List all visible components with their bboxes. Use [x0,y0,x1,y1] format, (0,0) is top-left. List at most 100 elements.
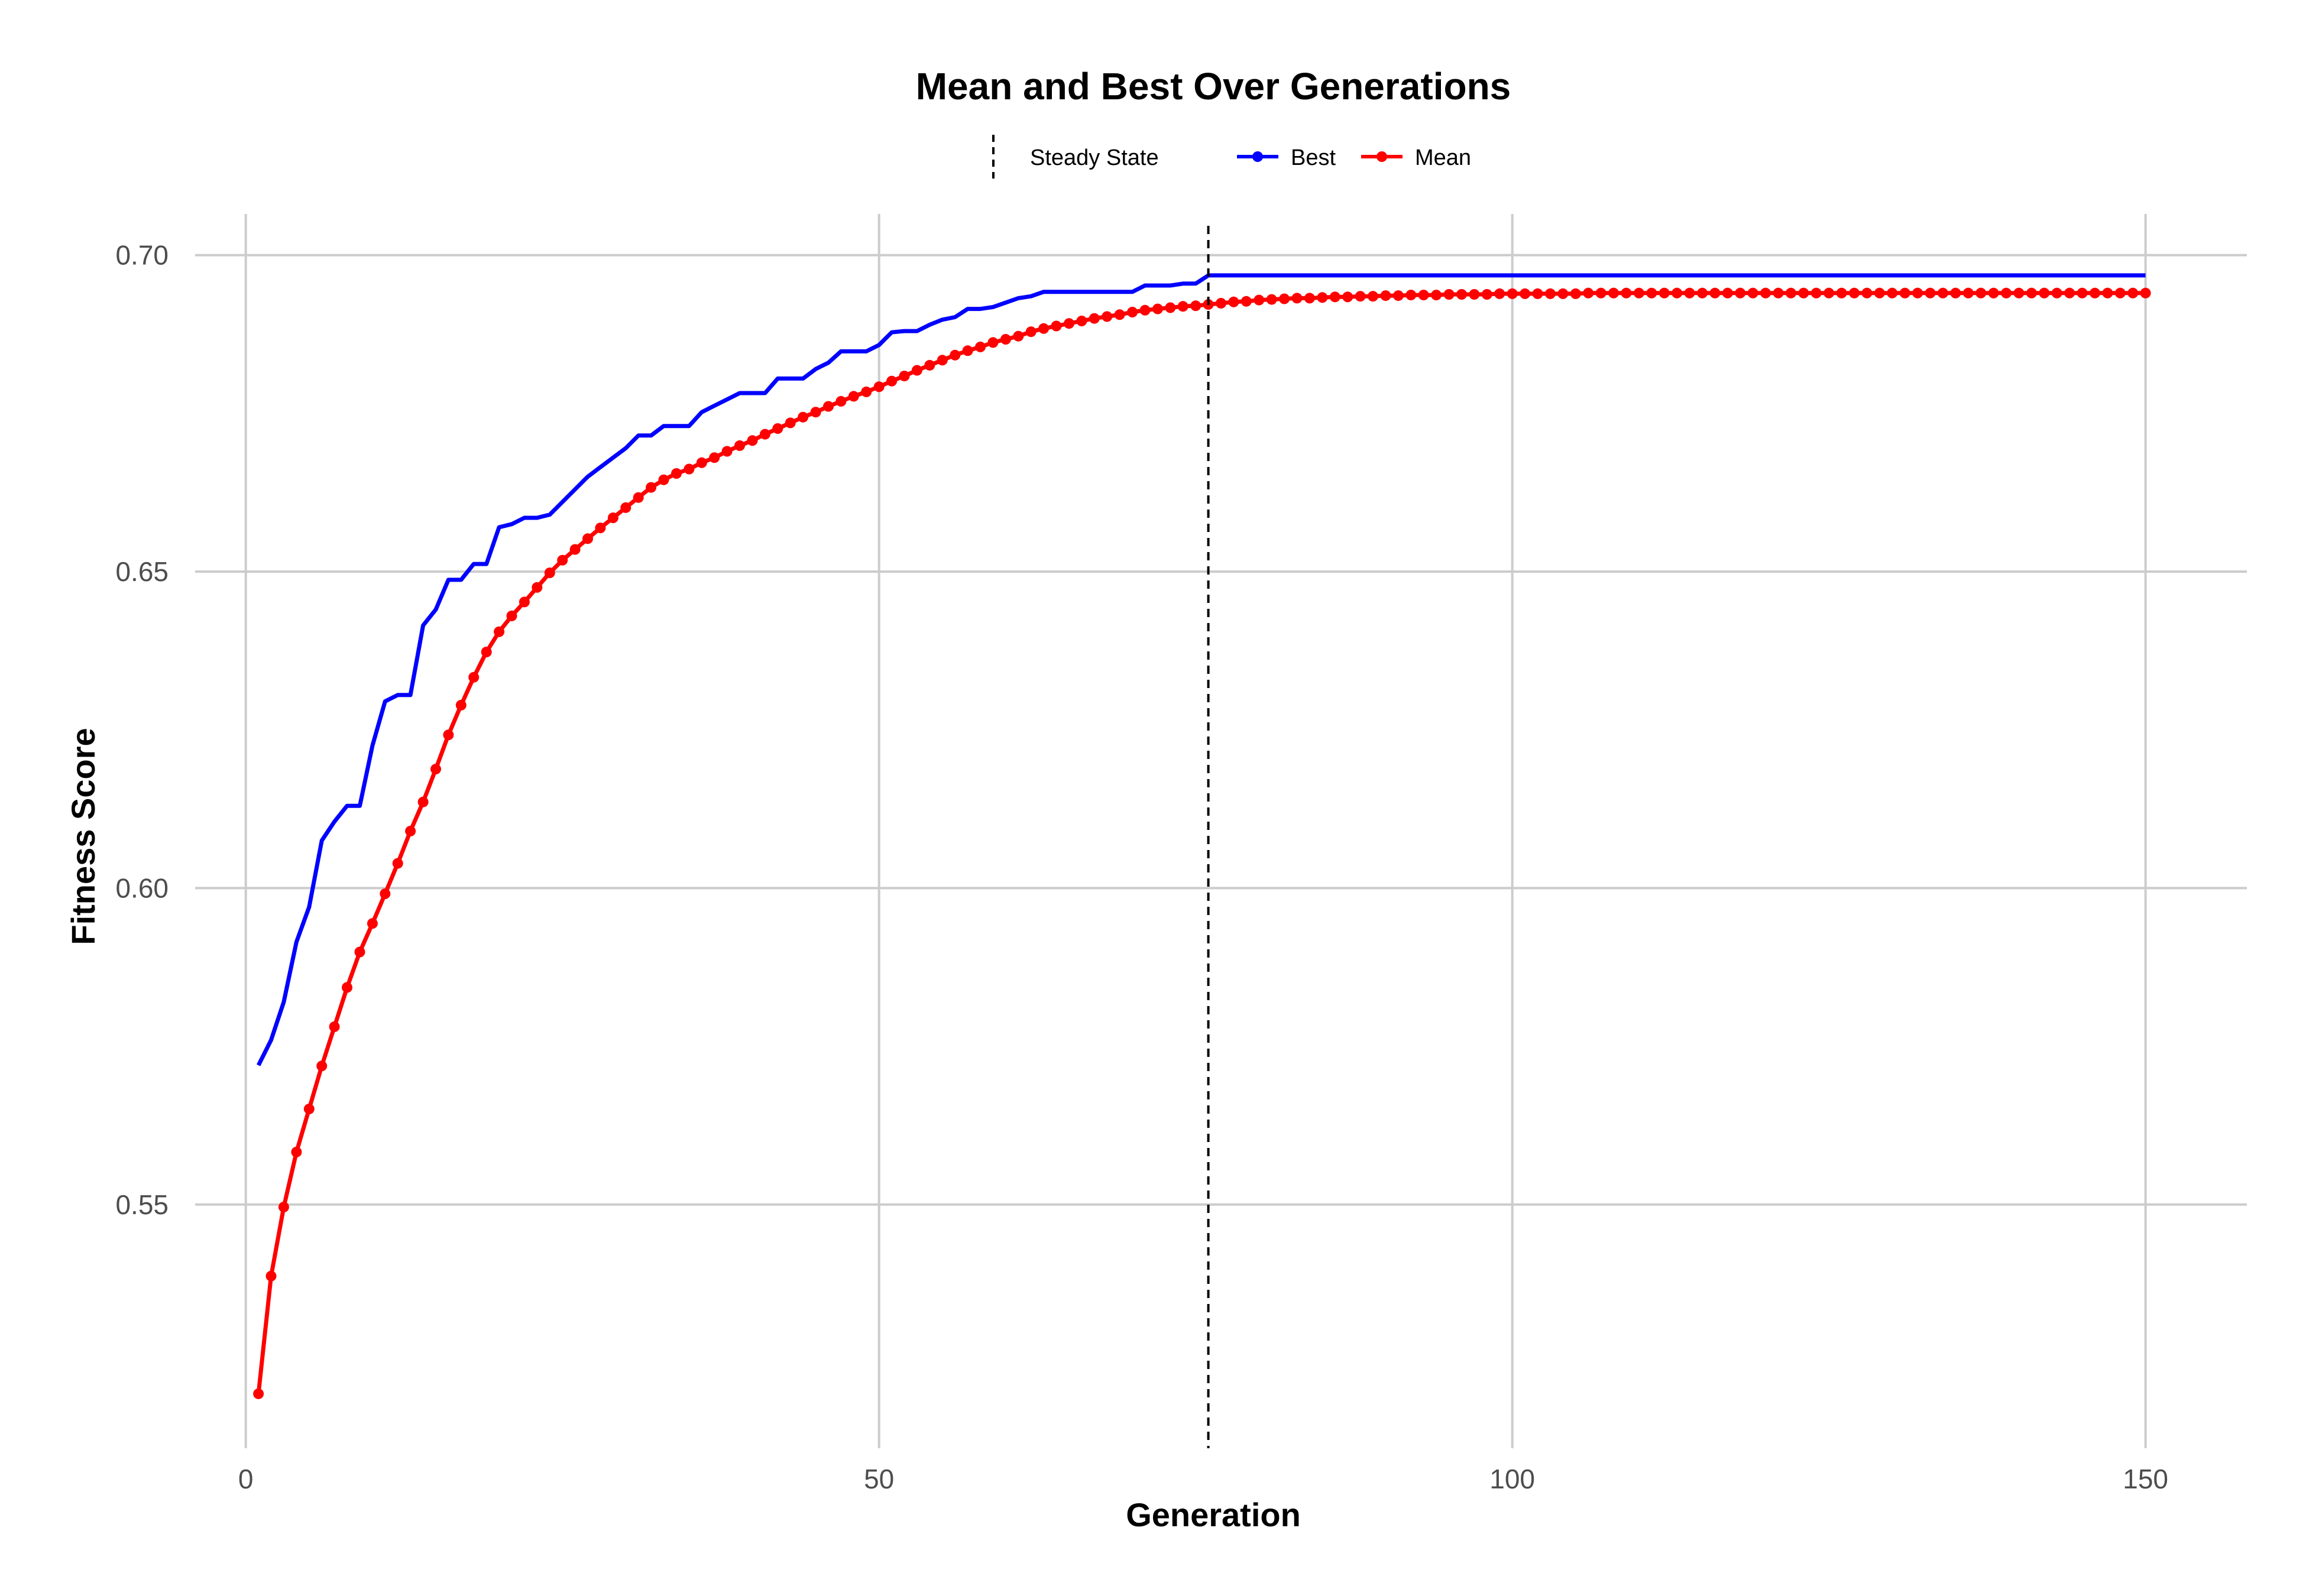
mean-point-112 [1659,287,1670,299]
mean-point-95 [1443,289,1455,300]
mean-point-136 [1962,287,1974,299]
mean-point-124 [1811,287,1822,299]
tick-labels: 0.55 0.60 0.65 0.70 0 50 100 150 [115,240,2168,1494]
mean-point-98 [1481,289,1492,300]
mean-point-77 [1216,298,1226,309]
mean-point-146 [2090,287,2100,299]
mean-point-58 [975,341,986,352]
mean-point-35 [684,463,695,475]
mean-point-102 [1532,288,1543,299]
mean-point-113 [1672,287,1683,299]
mean-point-150 [2140,287,2151,299]
mean-point-28 [595,523,606,534]
mean-point-72 [1152,303,1163,314]
mean-point-38 [721,446,733,457]
mean-point-117 [1722,287,1733,299]
mean-point-116 [1709,287,1721,299]
mean-point-90 [1380,290,1391,301]
mean-point-86 [1329,291,1340,303]
x-tick-label-2: 100 [1489,1464,1535,1494]
mean-point-140 [2013,287,2025,299]
mean-point-33 [658,474,669,485]
legend: Steady State Best Mean [992,135,1471,179]
mean-point-15 [430,764,441,775]
mean-point-42 [772,423,783,434]
mean-point-57 [962,345,973,356]
mean-point-61 [1013,330,1024,342]
mean-point-10 [367,918,378,929]
mean-point-71 [1139,304,1151,316]
y-axis-title: Fitness Score [64,728,102,945]
mean-point-115 [1697,287,1708,299]
mean-point-7 [329,1021,340,1032]
mean-point-73 [1165,302,1176,313]
mean-point-11 [380,888,391,899]
mean-point-6 [316,1060,328,1072]
mean-point-121 [1773,287,1784,299]
mean-point-80 [1254,294,1265,306]
mean-point-60 [1000,334,1011,345]
mean-point-43 [785,417,796,429]
mean-point-37 [709,452,720,463]
mean-point-36 [696,457,707,468]
mean-point-134 [1937,287,1948,299]
mean-point-114 [1684,287,1695,299]
chart-title: Mean and Best Over Generations [916,65,1511,108]
mean-point-31 [633,492,644,503]
mean-point-129 [1874,287,1885,299]
mean-point-63 [1038,323,1050,334]
grid [195,214,2247,1448]
mean-point-128 [1861,287,1873,299]
mean-point-122 [1785,287,1796,299]
mean-point-34 [671,468,682,479]
mean-point-83 [1291,293,1303,304]
mean-point-64 [1051,320,1062,332]
mean-point-45 [810,407,821,418]
mean-point-138 [1988,287,1999,299]
mean-point-148 [2114,287,2126,299]
mean-point-107 [1595,287,1607,299]
mean-point-131 [1899,287,1910,299]
mean-point-29 [607,512,618,523]
mean-point-111 [1646,287,1657,299]
mean-point-25 [557,554,568,566]
series-layer [253,226,2151,1448]
mean-point-1 [253,1388,264,1399]
x-tick-label-0: 0 [238,1464,254,1494]
mean-point-105 [1570,288,1581,299]
mean-point-40 [747,435,758,446]
mean-point-119 [1747,287,1758,299]
mean-point-50 [873,381,885,392]
mean-point-101 [1520,288,1531,299]
mean-point-3 [278,1202,289,1212]
mean-point-144 [2064,287,2075,299]
mean-point-53 [911,365,922,376]
mean-point-93 [1418,290,1429,301]
mean-point-79 [1241,296,1252,307]
mean-point-103 [1544,288,1556,299]
y-tick-label-3: 0.70 [115,240,169,271]
mean-point-51 [886,375,898,387]
mean-point-41 [759,429,770,440]
mean-point-123 [1798,287,1809,299]
mean-point-75 [1190,300,1201,312]
mean-point-30 [620,502,631,513]
mean-point-54 [924,359,935,371]
legend-mean-key-marker [1377,151,1387,162]
mean-point-55 [937,355,948,366]
mean-point-120 [1760,287,1771,299]
mean-point-85 [1317,292,1328,303]
mean-point-143 [2051,287,2062,299]
mean-point-89 [1368,291,1378,302]
mean-point-147 [2102,287,2113,299]
mean-point-82 [1279,293,1290,304]
mean-point-21 [506,610,517,621]
mean-point-96 [1456,289,1467,300]
y-tick-label-0: 0.55 [115,1189,169,1220]
mean-point-84 [1304,293,1315,304]
mean-point-97 [1469,289,1480,300]
mean-point-91 [1392,290,1404,301]
mean-point-110 [1633,287,1644,299]
